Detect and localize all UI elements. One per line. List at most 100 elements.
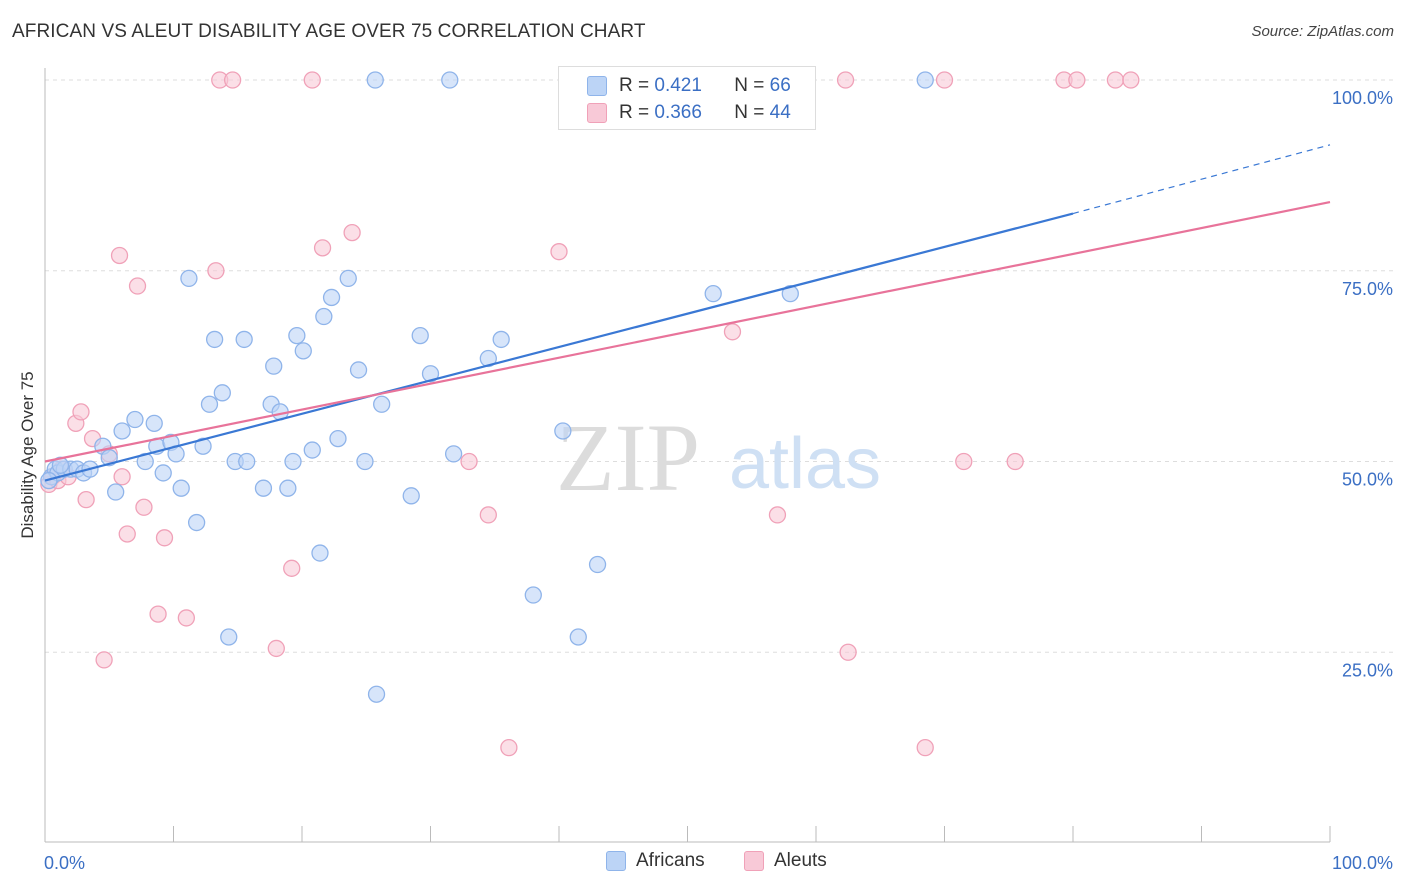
aleuts-r-value: 0.366: [654, 102, 702, 123]
africans-point: [100, 449, 118, 467]
aleuts-point: [916, 738, 934, 757]
africans-point: [315, 307, 333, 326]
africans-points: [40, 71, 934, 703]
africans-r-value: 0.421: [654, 75, 702, 96]
africans-point: [279, 479, 297, 497]
y-tick-label: 50.0%: [1342, 470, 1393, 490]
y-tick-label: 100.0%: [1332, 88, 1393, 108]
aleuts-point: [839, 643, 857, 661]
aleuts-point: [836, 71, 855, 89]
bottom-legend: Africans Aleuts: [0, 850, 1406, 880]
aleuts-stat-swatch: [587, 103, 607, 123]
africans-point: [588, 555, 607, 574]
africans-point: [288, 326, 306, 345]
africans-point: [492, 330, 510, 349]
source-label: Source: ZipAtlas.com: [1251, 23, 1394, 40]
aleuts-point: [313, 239, 332, 257]
aleuts-point: [1068, 71, 1086, 89]
africans-n-label: N =: [734, 75, 765, 96]
africans-point: [373, 395, 391, 413]
africans-point: [569, 628, 587, 646]
watermark-zip: ZIP: [556, 404, 700, 511]
africans-point: [402, 487, 420, 505]
africans-point: [205, 330, 224, 349]
africans-point: [366, 71, 384, 89]
africans-point: [339, 269, 357, 288]
x-tick-label: 0.0%: [44, 853, 85, 873]
africans-point: [311, 544, 329, 562]
africans-point: [254, 479, 273, 497]
watermark: ZIP atlas: [556, 404, 881, 511]
africans-point: [284, 452, 302, 471]
aleuts-point: [283, 559, 301, 577]
africans-point: [107, 483, 125, 501]
y-tick-label: 25.0%: [1342, 660, 1393, 680]
aleuts-n-label: N =: [734, 102, 765, 123]
africans-point: [213, 384, 231, 402]
aleuts-point: [460, 452, 478, 471]
africans-point: [126, 410, 144, 429]
africans-point: [294, 342, 312, 360]
africans-swatch: [606, 851, 626, 871]
watermark-atlas: atlas: [729, 424, 881, 504]
africans-point: [421, 365, 440, 383]
africans-stat-swatch: [587, 76, 607, 96]
africans-point: [220, 628, 238, 646]
africans-point: [441, 71, 459, 89]
stats-legend: R = 0.421 N = 66 R = 0.366 N = 44: [558, 66, 816, 130]
aleuts-point: [550, 243, 568, 261]
africans-trendline-extension: [1072, 144, 1331, 215]
aleuts-point: [479, 506, 497, 524]
africans-trendline: [44, 212, 1074, 482]
grid-lines: [45, 79, 1395, 653]
aleuts-point: [149, 605, 167, 623]
chart-title: AFRICAN VS ALEUT DISABILITY AGE OVER 75 …: [12, 21, 646, 42]
aleuts-point: [77, 490, 95, 509]
trend-lines: [44, 144, 1331, 482]
africans-point: [303, 441, 321, 459]
x-tick-labels: 0.0% 100.0%: [44, 853, 1393, 873]
legend-africans-label: Africans: [636, 850, 705, 871]
aleuts-point: [72, 403, 90, 421]
aleuts-stat-row: R = 0.366 N = 44: [619, 100, 791, 126]
africans-point: [916, 71, 934, 89]
aleuts-point: [95, 651, 113, 669]
aleuts-point: [177, 609, 196, 627]
aleuts-n-value: 44: [769, 102, 791, 123]
legend-item-aleuts: Aleuts: [744, 850, 827, 872]
africans-point: [781, 284, 799, 303]
africans-point: [145, 414, 163, 433]
africans-point: [238, 452, 256, 471]
aleuts-point: [1122, 71, 1140, 89]
africans-point: [322, 288, 341, 307]
africans-point: [194, 437, 212, 455]
africans-point: [265, 357, 283, 375]
aleuts-point: [935, 71, 954, 89]
africans-point: [349, 361, 368, 379]
aleuts-point: [207, 262, 225, 280]
aleuts-point: [128, 277, 147, 295]
africans-point: [200, 395, 219, 413]
aleuts-trendline: [44, 201, 1331, 463]
africans-n-value: 66: [769, 75, 791, 96]
aleuts-point: [113, 468, 131, 486]
africans-point: [187, 513, 206, 532]
africans-point: [411, 326, 429, 345]
aleuts-point: [135, 498, 153, 516]
aleuts-point: [768, 506, 787, 524]
aleuts-r-label: R =: [619, 102, 650, 123]
africans-point: [356, 452, 374, 471]
aleuts-point: [343, 223, 361, 242]
legend-aleuts-label: Aleuts: [774, 850, 827, 871]
axes: [44, 68, 1331, 843]
aleuts-point: [267, 639, 285, 658]
x-tick-label: 100.0%: [1332, 853, 1393, 873]
africans-point: [524, 586, 542, 604]
aleuts-point: [955, 452, 973, 471]
africans-point: [235, 330, 253, 349]
aleuts-point: [155, 529, 174, 547]
africans-point: [704, 284, 722, 303]
aleuts-point: [1106, 71, 1125, 89]
africans-point: [444, 445, 463, 463]
